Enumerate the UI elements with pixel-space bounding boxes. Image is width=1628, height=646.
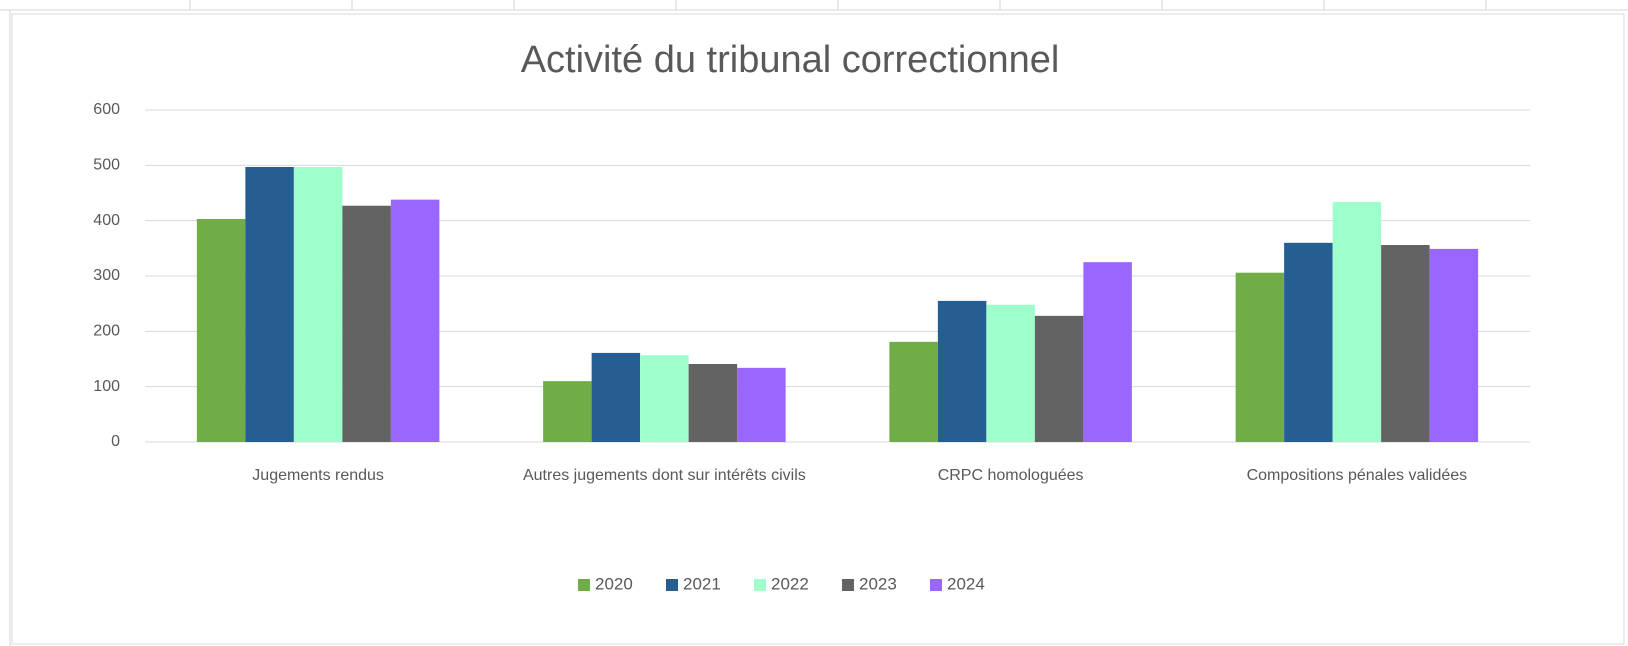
legend-swatch xyxy=(578,579,590,591)
bar xyxy=(1429,248,1479,442)
x-tick-label: Compositions pénales validées xyxy=(1246,467,1468,484)
bar xyxy=(196,219,246,442)
bar xyxy=(688,363,738,442)
legend-label: 2024 xyxy=(947,574,985,593)
x-tick-label: CRPC homologuées xyxy=(937,467,1084,484)
bar xyxy=(1332,201,1382,442)
y-tick-label: 300 xyxy=(93,267,120,284)
legend-label: 2021 xyxy=(683,574,721,593)
y-tick-label: 400 xyxy=(93,212,120,229)
bar xyxy=(737,367,786,442)
bar xyxy=(342,205,391,442)
bar xyxy=(937,300,987,442)
x-tick-label: Jugements rendus xyxy=(252,467,384,484)
bar xyxy=(390,199,440,442)
y-tick-label: 500 xyxy=(93,157,120,174)
bar xyxy=(1034,315,1084,442)
x-tick-label: Autres jugements dont sur intérêts civil… xyxy=(522,467,806,484)
legend-label: 2022 xyxy=(771,574,809,593)
y-tick-label: 600 xyxy=(93,101,120,118)
legend-swatch xyxy=(666,579,678,591)
bar xyxy=(1083,262,1132,442)
y-tick-label: 0 xyxy=(111,433,120,450)
legend-swatch xyxy=(930,579,942,591)
y-tick-label: 100 xyxy=(93,378,120,395)
bar xyxy=(1381,245,1430,442)
chart-title: Activité du tribunal correctionnel xyxy=(521,39,1060,81)
bar xyxy=(543,381,592,442)
bar xyxy=(591,352,641,442)
legend-swatch xyxy=(754,579,766,591)
bar xyxy=(293,166,343,442)
legend-swatch xyxy=(842,579,854,591)
bar xyxy=(245,166,294,442)
bar xyxy=(1235,272,1285,442)
bar xyxy=(889,341,938,442)
legend-label: 2023 xyxy=(859,574,897,593)
bar xyxy=(986,304,1035,442)
bar xyxy=(640,355,689,442)
bar xyxy=(1284,242,1333,442)
legend-label: 2020 xyxy=(595,574,633,593)
y-tick-label: 200 xyxy=(93,323,120,340)
